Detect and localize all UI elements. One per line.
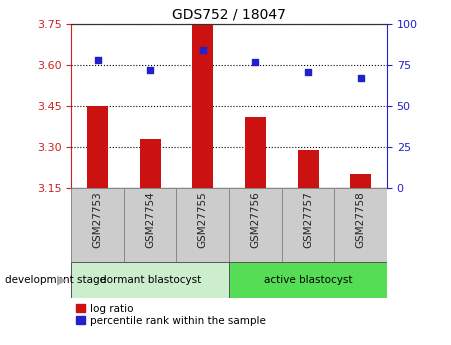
Text: active blastocyst: active blastocyst xyxy=(264,275,352,285)
Bar xyxy=(245,117,266,188)
Bar xyxy=(350,174,371,188)
Bar xyxy=(71,188,124,262)
Text: ▶: ▶ xyxy=(57,274,67,287)
Bar xyxy=(229,188,282,262)
Bar xyxy=(334,188,387,262)
Text: GSM27753: GSM27753 xyxy=(92,192,102,248)
Point xyxy=(252,59,259,65)
Bar xyxy=(176,188,229,262)
Bar xyxy=(282,188,334,262)
Text: GSM27755: GSM27755 xyxy=(198,192,208,248)
Text: development stage: development stage xyxy=(5,275,106,285)
Text: GSM27754: GSM27754 xyxy=(145,192,155,248)
Point xyxy=(304,69,312,75)
Bar xyxy=(192,24,213,188)
Text: GSM27758: GSM27758 xyxy=(356,192,366,248)
Point xyxy=(199,48,207,53)
Text: GSM27757: GSM27757 xyxy=(303,192,313,248)
Bar xyxy=(140,139,161,188)
Point xyxy=(147,67,154,73)
Point xyxy=(94,57,101,63)
Title: GDS752 / 18047: GDS752 / 18047 xyxy=(172,8,286,22)
Bar xyxy=(298,150,318,188)
Bar xyxy=(87,106,108,188)
Bar xyxy=(71,262,229,298)
Legend: log ratio, percentile rank within the sample: log ratio, percentile rank within the sa… xyxy=(77,304,266,326)
Text: GSM27756: GSM27756 xyxy=(250,192,260,248)
Bar xyxy=(124,188,176,262)
Bar xyxy=(229,262,387,298)
Point xyxy=(357,76,364,81)
Text: dormant blastocyst: dormant blastocyst xyxy=(100,275,201,285)
